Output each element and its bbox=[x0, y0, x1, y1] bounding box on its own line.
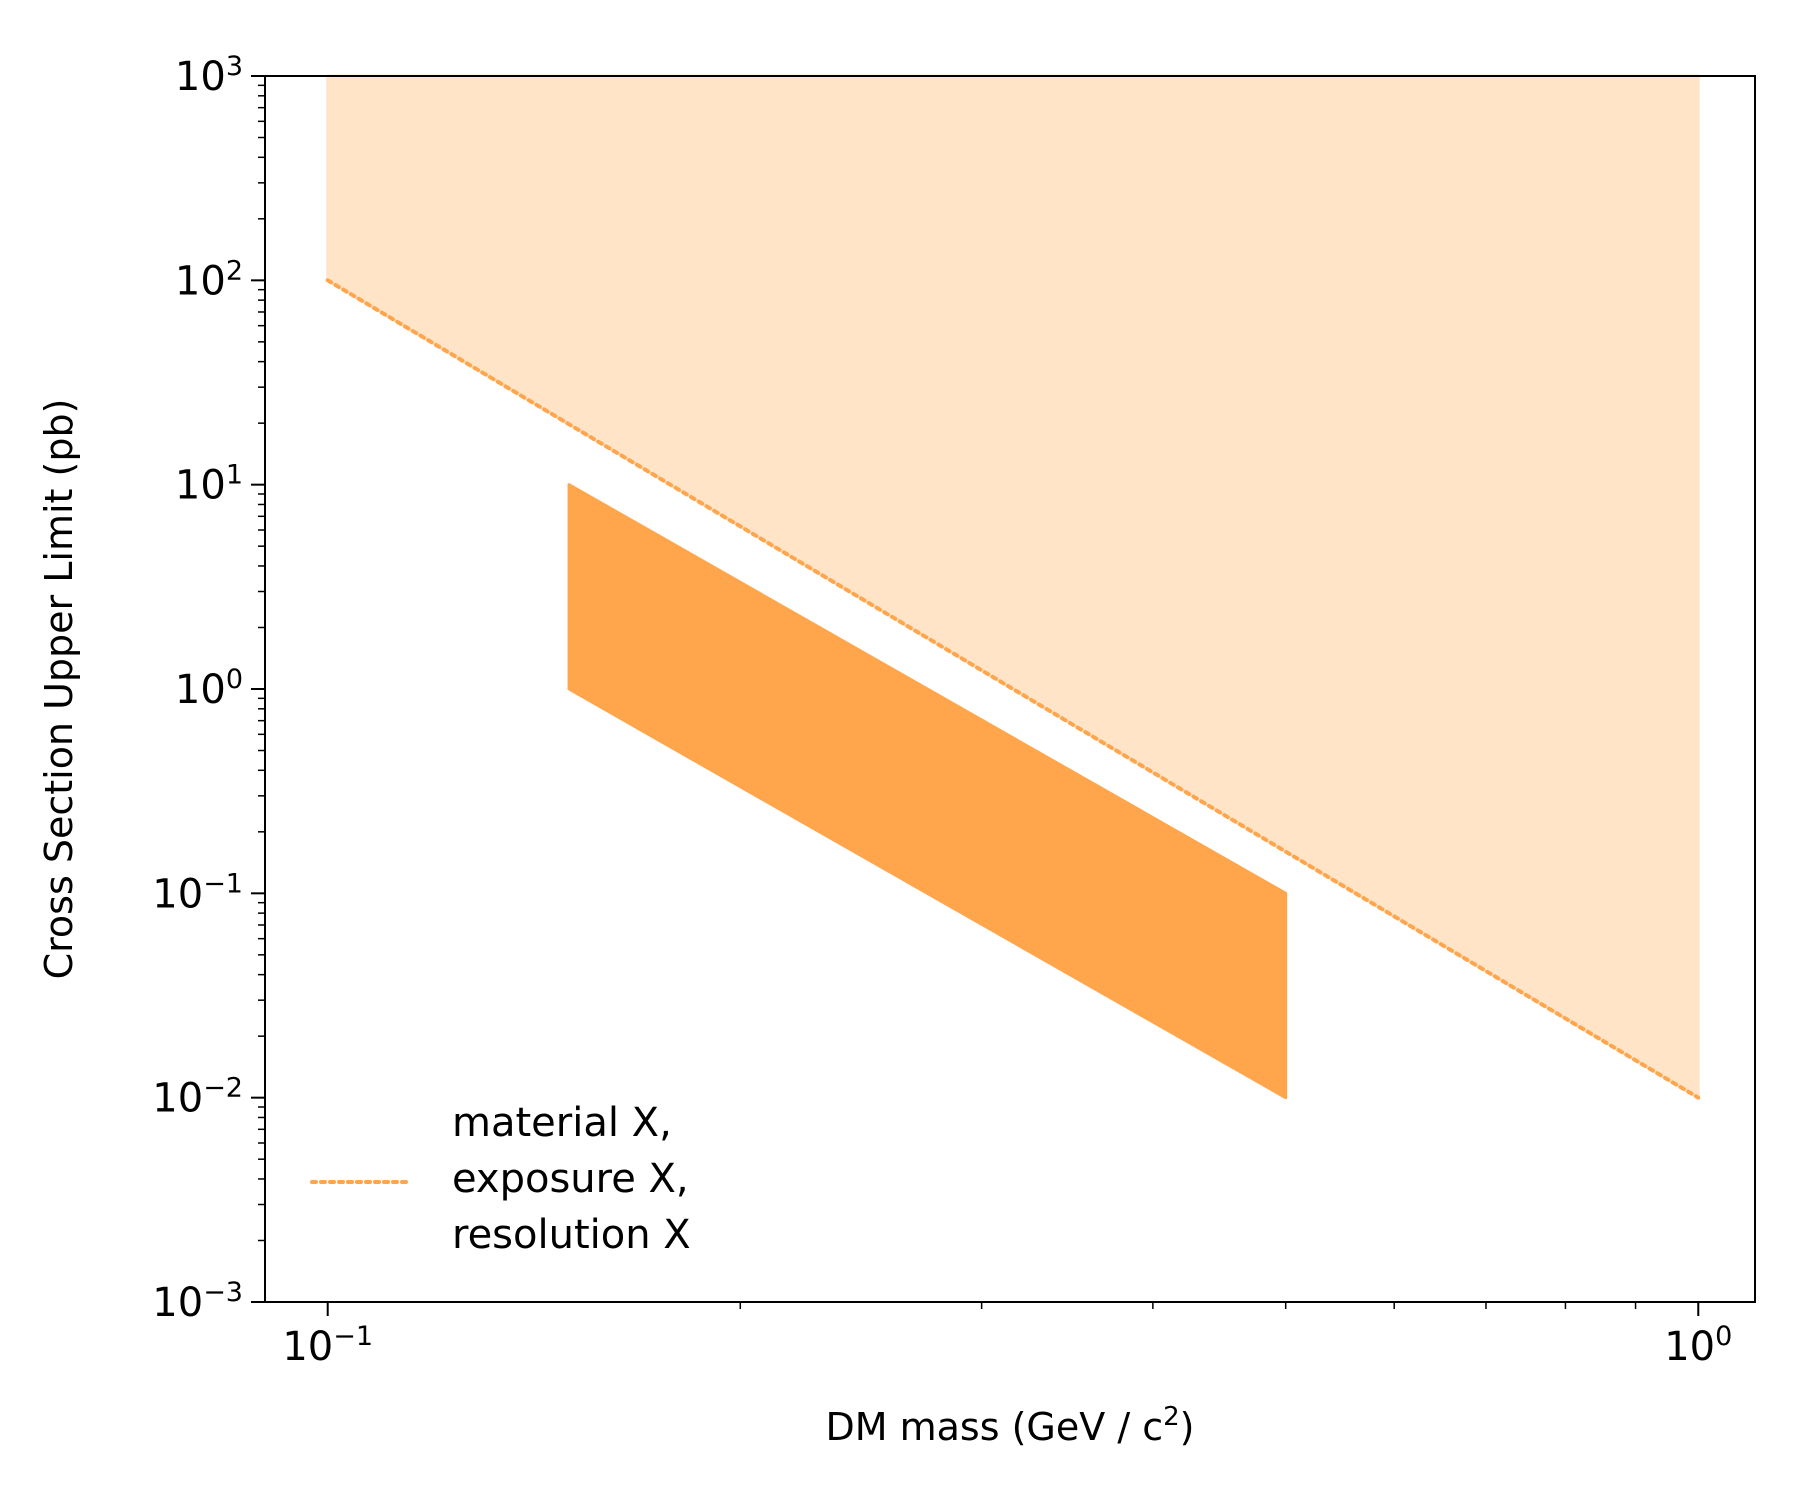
legend: material X, exposure X, resolution X bbox=[310, 1100, 701, 1258]
x-tick-label: 100 bbox=[1664, 1321, 1732, 1371]
legend-label-line-3: resolution X bbox=[452, 1212, 691, 1258]
x-axis: 10−1 100 bbox=[282, 1302, 1732, 1370]
x-axis-title-superscript: 2 bbox=[1163, 1402, 1180, 1432]
y-axis-title: Cross Section Upper Limit (pb) bbox=[37, 399, 81, 980]
y-tick-label: 102 bbox=[175, 255, 243, 305]
legend-label-line-2: exposure X, bbox=[452, 1156, 689, 1202]
legend-label: material X, exposure X, resolution X bbox=[452, 1100, 701, 1258]
y-tick-label: 10−3 bbox=[152, 1277, 243, 1327]
plot-area bbox=[325, 74, 1701, 1101]
legend-label-line-1: material X, bbox=[452, 1100, 672, 1146]
x-axis-title: DM mass (GeV / c2) bbox=[826, 1402, 1195, 1449]
y-tick-label: 101 bbox=[175, 459, 243, 509]
y-tick-label: 10−2 bbox=[152, 1072, 243, 1122]
sensitivity-band bbox=[567, 483, 1288, 1100]
y-tick-label: 10−1 bbox=[152, 868, 243, 918]
y-tick-label: 103 bbox=[175, 51, 243, 101]
x-tick-label: 10−1 bbox=[282, 1321, 373, 1371]
y-tick-label: 100 bbox=[175, 664, 243, 714]
y-axis: 10−3 10−2 10−1 100 101 102 103 bbox=[152, 51, 265, 1327]
plot-frame bbox=[264, 75, 1756, 1303]
exclusion-region-fill bbox=[326, 74, 1700, 1101]
series-limit-line bbox=[325, 278, 1701, 1100]
